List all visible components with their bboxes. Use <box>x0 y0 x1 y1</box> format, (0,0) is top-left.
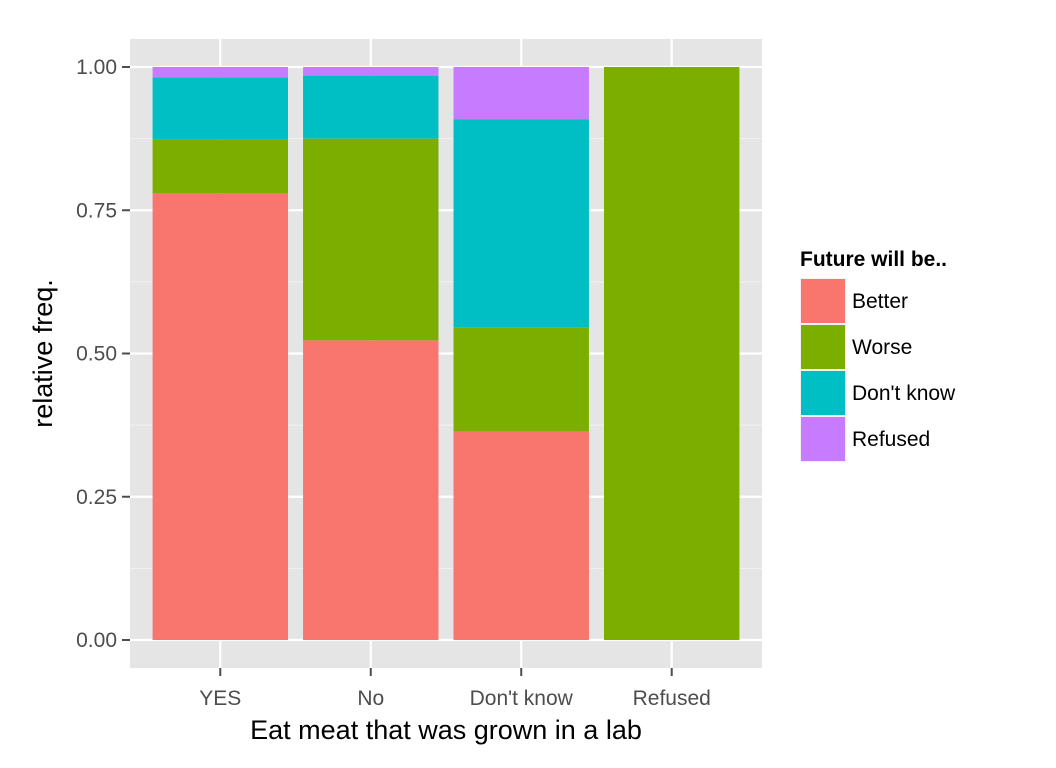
x-tick-label: No <box>357 687 384 710</box>
legend-swatch <box>801 279 845 323</box>
bar-segment <box>303 67 439 76</box>
legend-title: Future will be.. <box>800 248 947 271</box>
bar-segment <box>604 67 740 640</box>
bars <box>152 67 740 640</box>
bar-segment <box>152 139 288 194</box>
y-axis-title: relative freq. <box>28 279 58 428</box>
legend: Future will be.. Better Worse Don't know Re… <box>800 248 956 462</box>
legend-label: Better <box>852 290 908 313</box>
bar-segment <box>303 75 439 139</box>
bar-segment <box>453 327 589 432</box>
y-tick-label: 1.00 <box>76 56 117 79</box>
legend-label: Refused <box>852 428 930 451</box>
x-axis: YES No Don't know Refused <box>199 668 711 710</box>
bar-segment <box>303 138 439 341</box>
bar-segment <box>453 119 589 328</box>
y-tick-label: 0.75 <box>76 199 117 222</box>
x-tick-label: YES <box>199 687 241 710</box>
bar-segment <box>152 67 288 78</box>
y-tick-label: 0.50 <box>76 343 117 366</box>
legend-label: Worse <box>852 336 912 359</box>
x-tick-label: Refused <box>633 687 711 710</box>
y-tick-label: 0.00 <box>76 629 117 652</box>
bar-segment <box>152 77 288 140</box>
x-tick-label: Don't know <box>470 687 574 710</box>
legend-swatch <box>801 325 845 369</box>
legend-label: Don't know <box>852 382 956 405</box>
x-axis-title: Eat meat that was grown in a lab <box>250 715 642 745</box>
bar-segment <box>453 431 589 640</box>
legend-swatch <box>801 371 845 415</box>
legend-swatch <box>801 417 845 461</box>
bar-segment <box>453 67 589 120</box>
y-tick-label: 0.25 <box>76 486 117 509</box>
y-axis: 0.00 0.25 0.50 0.75 1.00 <box>76 56 130 652</box>
bar-segment <box>152 193 288 640</box>
bar-segment <box>303 340 439 640</box>
